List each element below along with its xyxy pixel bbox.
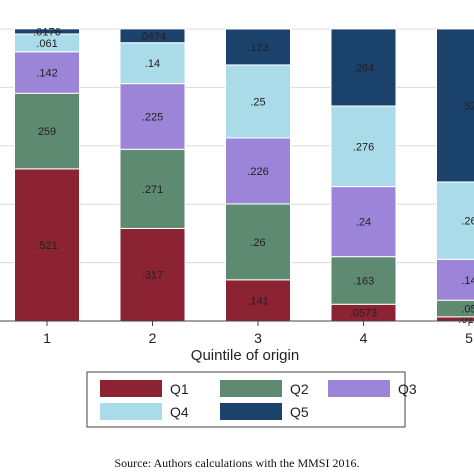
x-tick-label: 5 [465, 330, 473, 346]
x-axis: 1 2 3 4 5 [0, 320, 474, 346]
data-label: .521 [36, 240, 57, 252]
data-label: 259 [38, 126, 56, 138]
bar-segment-q5-quintile-4 [330, 28, 397, 107]
data-label: .061 [36, 38, 57, 50]
data-label: .264 [353, 62, 374, 74]
data-label: .163 [353, 275, 374, 287]
data-label: .142 [36, 68, 57, 80]
data-label: .0176 [33, 26, 61, 38]
x-tick-label: 1 [43, 330, 51, 346]
legend: Q1 Q2 Q3 Q4 Q5 [86, 371, 417, 428]
data-label: .52 [461, 100, 474, 112]
data-label: .226 [247, 166, 268, 178]
data-label: .26 [461, 216, 474, 228]
data-label: .05 [461, 304, 474, 316]
x-tick-label: 2 [149, 330, 157, 346]
legend-swatch-q4 [100, 403, 162, 420]
legend-swatch-q3 [328, 380, 390, 397]
legend-label-q2: Q2 [290, 381, 309, 397]
bar-segment-q5-quintile-3 [225, 28, 291, 66]
bar-segment-q2-quintile-3 [225, 203, 291, 281]
bar-segment-q1-quintile-2 [119, 227, 186, 322]
legend-swatch-q1 [100, 380, 162, 397]
data-label: .276 [353, 141, 374, 153]
bar-segment-q5-quintile-1 [14, 28, 80, 35]
data-label: .14 [461, 275, 474, 287]
x-tick-label: 4 [360, 330, 368, 346]
legend-label-q5: Q5 [290, 404, 309, 420]
data-label: .14 [145, 58, 160, 70]
legend-label-q3: Q3 [398, 381, 417, 397]
bar-segment-q1-quintile-1 [14, 168, 80, 322]
data-label: .141 [247, 295, 268, 307]
bar-segment-q4-quintile-2 [119, 42, 186, 85]
bar-segment-q4-quintile-3 [225, 64, 291, 139]
bars: .521 259 .142 .061.0176 .317 .271 .225 .14 .0474… [14, 26, 474, 326]
source-note: Source: Authors calculations with the MM… [114, 456, 360, 470]
legend-swatch-q2 [220, 380, 282, 397]
bar-segment-q2-quintile-4 [330, 256, 397, 305]
data-label: .0474 [139, 31, 167, 43]
x-tick-label: 3 [254, 330, 262, 346]
legend-label-q1: Q1 [170, 381, 189, 397]
data-label: .0573 [350, 308, 378, 320]
bar-segment-q4-quintile-4 [330, 105, 397, 188]
bar-segment-q5-quintile-2 [119, 28, 186, 44]
bar-segment-q2-quintile-2 [119, 148, 186, 229]
x-axis-label: Quintile of origin [191, 347, 299, 364]
bar-segment-q3-quintile-2 [119, 83, 186, 150]
data-label: .123 [247, 42, 268, 54]
data-label: .317 [142, 270, 163, 282]
legend-label-q4: Q4 [170, 404, 189, 420]
bar-segment-q3-quintile-5 [436, 258, 474, 301]
data-label: .25 [250, 96, 265, 108]
bar-segment-q3-quintile-3 [225, 137, 291, 205]
data-label: .26 [250, 237, 265, 249]
legend-swatch-q5 [220, 403, 282, 420]
bar-segment-q2-quintile-1 [14, 92, 80, 170]
bar-segment-q5-quintile-5 [436, 28, 474, 183]
data-label: .225 [142, 111, 163, 123]
data-label: .271 [142, 184, 163, 196]
bar-segment-q3-quintile-4 [330, 186, 397, 258]
data-label: .24 [356, 217, 371, 229]
